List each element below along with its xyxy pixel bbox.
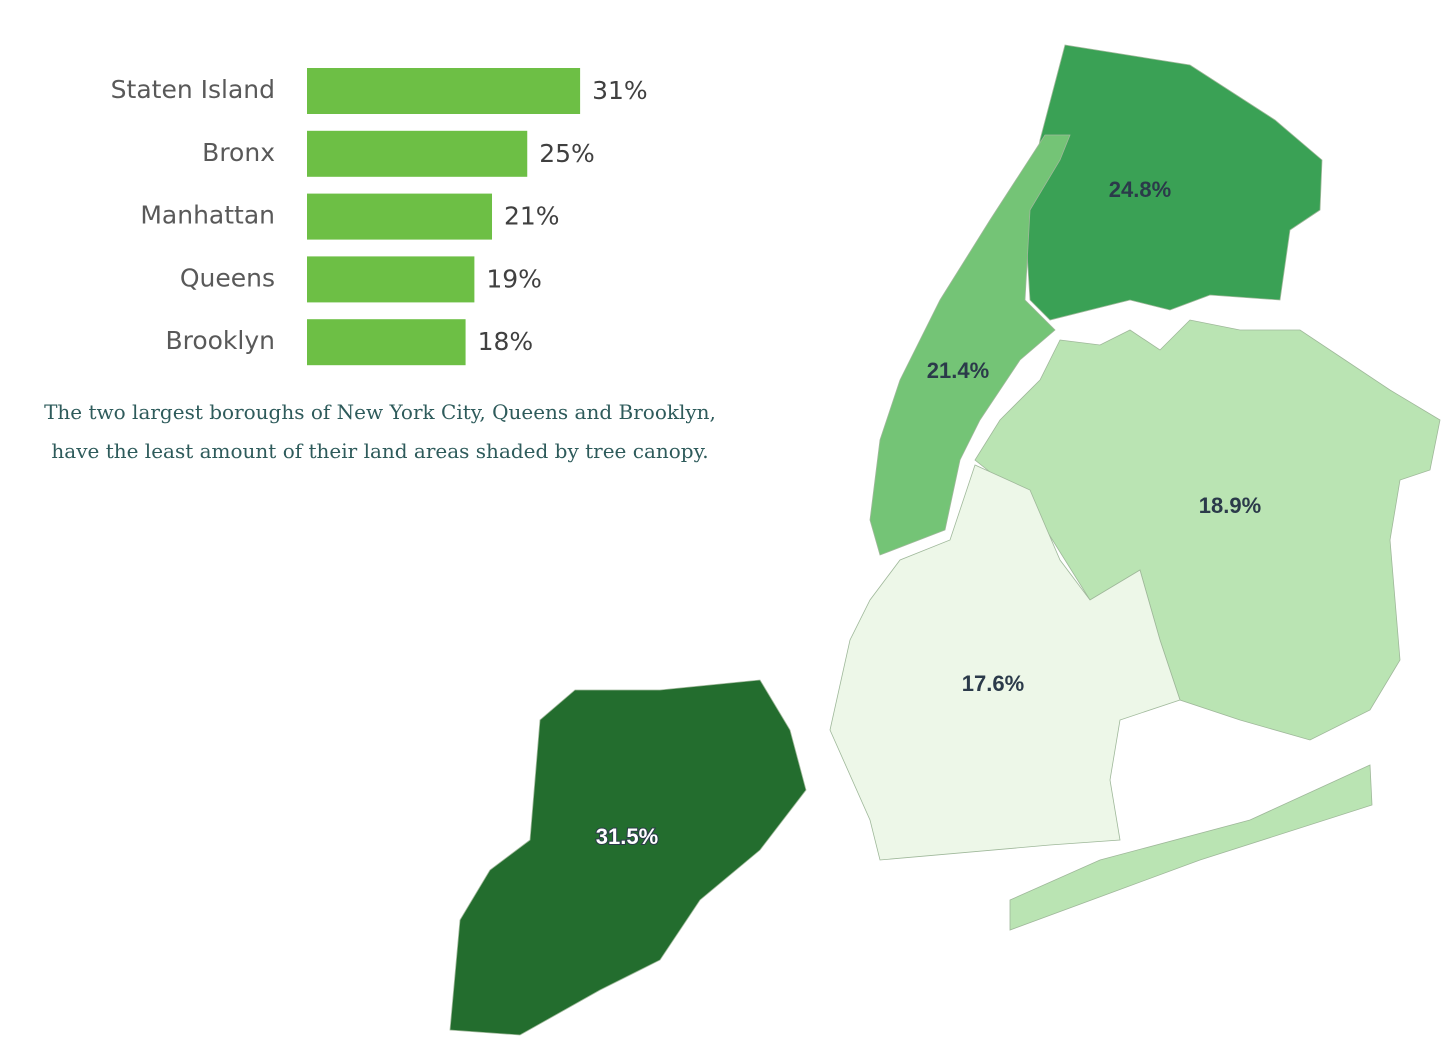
- map-value-label: 21.4%: [927, 358, 989, 383]
- borough: [869, 134, 1071, 556]
- map-value-label: 17.6%: [962, 671, 1024, 696]
- bar: [307, 68, 581, 114]
- borough: [829, 464, 1181, 861]
- map-value-label: 18.9%: [1199, 493, 1261, 518]
- category-label: Manhattan: [140, 201, 275, 230]
- caption: The two largest boroughs of New York Cit…: [44, 400, 716, 463]
- map-value-label: 31.5%: [596, 824, 658, 849]
- category-label: Staten Island: [111, 75, 275, 104]
- value-label: 18%: [478, 327, 534, 356]
- map-value-label: 24.8%: [1109, 177, 1171, 202]
- category-label: Queens: [180, 263, 275, 292]
- bar: [307, 193, 493, 240]
- value-label: 19%: [486, 264, 542, 293]
- borough: [1024, 44, 1323, 321]
- bar: [307, 256, 475, 303]
- value-label: 31%: [592, 76, 648, 105]
- value-label: 25%: [539, 139, 595, 168]
- bar: [307, 319, 466, 366]
- bar: [307, 130, 528, 177]
- category-label: Bronx: [202, 138, 275, 167]
- category-label: Brooklyn: [165, 326, 275, 355]
- borough: [449, 679, 807, 1036]
- value-label: 21%: [504, 202, 560, 231]
